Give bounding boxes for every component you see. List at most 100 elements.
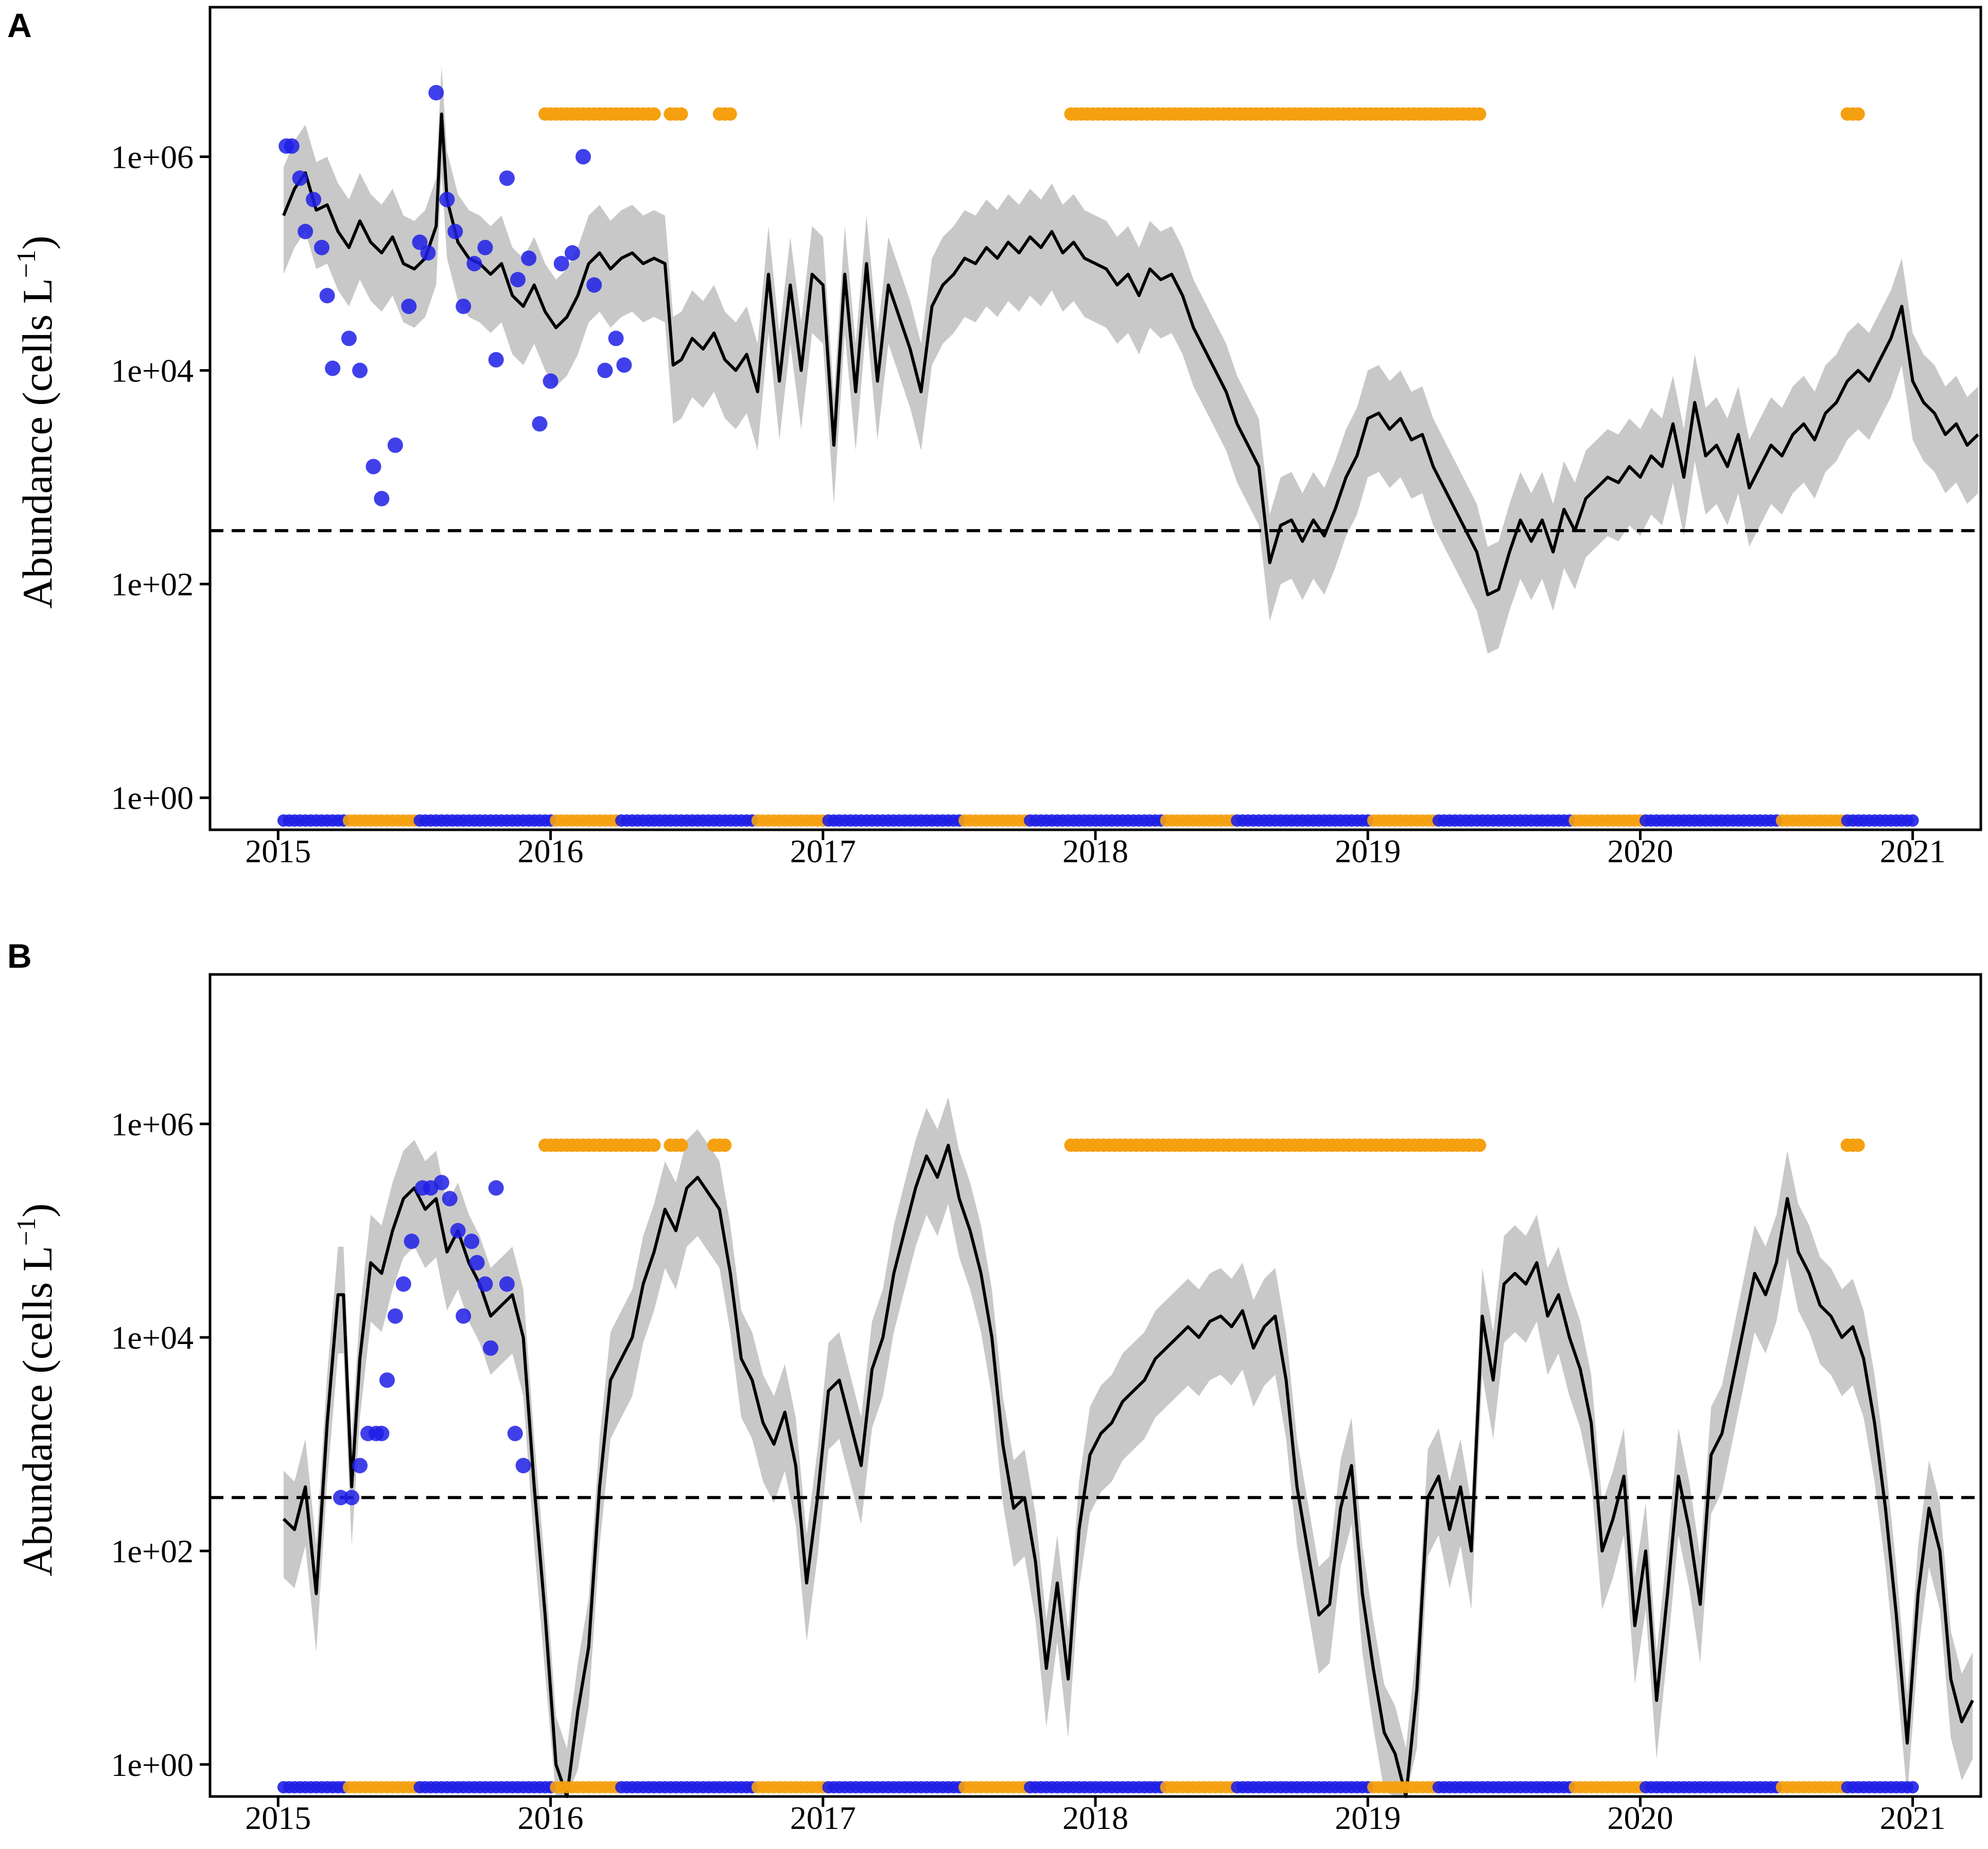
panel-b-x-tick-label: 2017 [790, 1800, 856, 1836]
panel-a-x-tick-label: 2020 [1607, 833, 1673, 869]
panel-a-letter: A [7, 6, 32, 44]
panel-a-observed-point [521, 250, 537, 266]
panel-b-observed-point [456, 1308, 472, 1324]
panel-a-observed-point [428, 85, 444, 100]
panel-b-observed-point [469, 1255, 485, 1270]
panel-a-presence-point [723, 107, 737, 121]
panel-a-presence-point [647, 107, 661, 121]
panel-a-observed-point [488, 352, 504, 368]
panel-a-observed-point [597, 362, 613, 378]
panel-a-y-tick-label: 1e+02 [111, 566, 194, 603]
panel-a-observed-point [387, 437, 403, 453]
panel-b-observed-point [477, 1276, 493, 1292]
panel-a-observed-point [298, 223, 313, 239]
panel-a-model-line [282, 112, 1979, 597]
panel-a-y-tick-label: 1e+00 [111, 780, 194, 816]
panel-b-presence-point [718, 1138, 732, 1152]
panel-a-observed-point [319, 288, 335, 304]
panel-a-observed-point [553, 256, 569, 272]
panel-b-x-tick-label: 2018 [1062, 1800, 1128, 1836]
panel-a-observed-point [510, 272, 526, 288]
panel-b-y-axis-label: Abundance (cells L−1) [12, 1203, 61, 1577]
panel-b-observed-point [433, 1175, 449, 1191]
panel-b-x-tick-label: 2021 [1880, 1800, 1946, 1836]
panel-a-observed-point [401, 299, 417, 315]
panel-a-y-tick-label: 1e+04 [111, 353, 194, 389]
panel-a-observed-point [532, 416, 548, 432]
panel-a-observed-point [325, 360, 341, 376]
panel-a-x-tick-label: 2017 [790, 833, 856, 869]
panel-a-observed-point [586, 277, 602, 293]
panel-a-observed-point [341, 330, 357, 346]
panel-b-plot-frame [208, 973, 1982, 1798]
panel-b-observed-point [344, 1490, 360, 1506]
panel-b-observed-point [404, 1233, 420, 1249]
panel-b-presence-point [674, 1138, 688, 1152]
panel-b-letter: B [7, 937, 32, 975]
panel-b-observed-point [507, 1425, 523, 1441]
panel-a-observed-point [352, 362, 368, 378]
panel-a-observed-point [543, 373, 559, 389]
panel-b-x-tick-label: 2016 [518, 1800, 584, 1836]
panel-a-observed-point [608, 330, 624, 346]
panel-a-observed-point [439, 191, 455, 207]
panel-a-observed-point [292, 170, 308, 186]
panel-b-presence-point [647, 1138, 661, 1152]
panel-a-y-tick-label: 1e+06 [111, 139, 194, 176]
panel-b-observed-point [379, 1372, 395, 1388]
panel-b-observed-point [352, 1458, 368, 1474]
panel-b-observed-point [333, 1490, 348, 1506]
panel-a-x-tick-label: 2018 [1062, 833, 1128, 869]
panel-a-observed-point [564, 245, 580, 261]
panel-a-observed-point [477, 239, 493, 255]
panel-a-y-axis-label: Abundance (cells L−1) [12, 236, 61, 609]
panel-a-observed-point [412, 234, 428, 250]
panel-b-observed-point [395, 1276, 411, 1292]
panel-b-observed-point [442, 1191, 458, 1207]
panel-b-observed-point [515, 1458, 531, 1474]
panel-a-x-tick-label: 2015 [245, 833, 311, 869]
panel-b-observed-point [464, 1233, 480, 1249]
panel-a-observed-point [314, 239, 329, 255]
panel-b-observed-point [374, 1425, 390, 1441]
panel-a-observed-point [365, 459, 381, 475]
panel-b-x-tick-label: 2019 [1335, 1800, 1401, 1836]
panel-a-observed-point [374, 491, 390, 507]
panel-b-observed-point [387, 1308, 403, 1324]
panel-a-observed-point [456, 299, 472, 315]
panel-a-observed-point [420, 245, 436, 261]
panel-b-observed-point [499, 1276, 515, 1292]
panel-b-y-tick-label: 1e+00 [111, 1747, 194, 1783]
panel-a-observed-point [616, 357, 632, 373]
panel-a-x-tick-label: 2021 [1880, 833, 1946, 869]
panel-a-presence-point [1851, 107, 1865, 121]
panel-a-observed-point [499, 170, 515, 186]
panel-a-observed-point [306, 191, 322, 207]
panel-b-presence-point [1851, 1138, 1865, 1152]
panel-b-confidence-band [283, 1097, 1973, 1796]
panel-b-y-tick-label: 1e+04 [111, 1319, 194, 1356]
panel-b-observed-point [488, 1180, 504, 1196]
panel-b-model-line [282, 1143, 1974, 1798]
panel-a-x-tick-label: 2019 [1335, 833, 1401, 869]
panel-a-observed-point [466, 256, 482, 272]
panel-a-chart: A 2015 2016 2017 2018 2019 2020 2021 1e+00 1e+02… [7, 6, 1982, 869]
panel-a-presence-point [1473, 107, 1487, 121]
panel-b-x-tick-label: 2020 [1607, 1800, 1673, 1836]
panel-b-zero-rug-point [1906, 1781, 1919, 1793]
panel-a-x-tick-label: 2016 [518, 833, 584, 869]
panel-b-y-tick-label: 1e+02 [111, 1533, 194, 1569]
panel-b-y-tick-label: 1e+06 [111, 1106, 194, 1142]
panel-a-observed-point [284, 138, 300, 154]
panel-a-observed-point [576, 149, 591, 165]
panel-a-observed-point [447, 223, 463, 239]
panel-b-observed-point [483, 1340, 499, 1356]
panel-a-zero-rug-point [1906, 814, 1919, 827]
panel-a-presence-point [674, 107, 688, 121]
panel-b-observed-point [450, 1223, 466, 1239]
panel-a-confidence-band [283, 66, 1978, 654]
panel-b-x-tick-label: 2015 [245, 1800, 311, 1836]
panel-b-chart: B 2015 2016 2017 2018 2019 2020 2021 1e+00 1e+02… [7, 937, 1982, 1836]
panel-b-presence-point [1473, 1138, 1487, 1152]
